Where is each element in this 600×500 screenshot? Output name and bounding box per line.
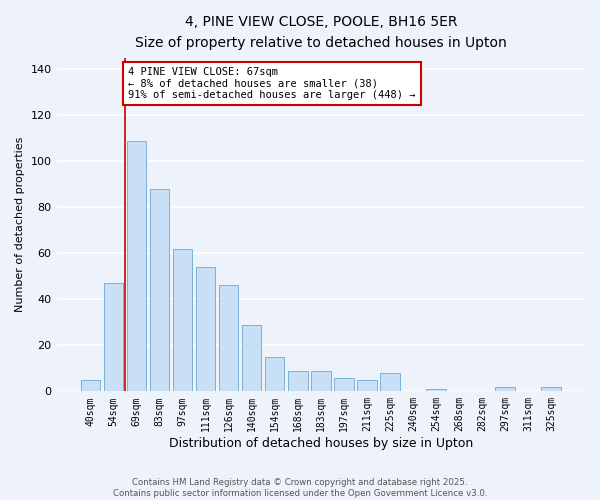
Bar: [357, 380, 377, 392]
Bar: [127, 140, 146, 392]
Text: 4 PINE VIEW CLOSE: 67sqm
← 8% of detached houses are smaller (38)
91% of semi-de: 4 PINE VIEW CLOSE: 67sqm ← 8% of detache…: [128, 67, 416, 100]
Bar: [288, 370, 308, 392]
Bar: [196, 267, 215, 392]
Bar: [80, 380, 100, 392]
Bar: [219, 286, 238, 392]
Bar: [496, 386, 515, 392]
Bar: [265, 357, 284, 392]
X-axis label: Distribution of detached houses by size in Upton: Distribution of detached houses by size …: [169, 437, 473, 450]
Bar: [149, 189, 169, 392]
Bar: [426, 389, 446, 392]
Bar: [242, 324, 262, 392]
Bar: [311, 370, 331, 392]
Title: 4, PINE VIEW CLOSE, POOLE, BH16 5ER
Size of property relative to detached houses: 4, PINE VIEW CLOSE, POOLE, BH16 5ER Size…: [135, 15, 506, 50]
Bar: [104, 283, 123, 392]
Y-axis label: Number of detached properties: Number of detached properties: [15, 137, 25, 312]
Bar: [173, 248, 193, 392]
Text: Contains HM Land Registry data © Crown copyright and database right 2025.
Contai: Contains HM Land Registry data © Crown c…: [113, 478, 487, 498]
Bar: [380, 373, 400, 392]
Bar: [541, 386, 561, 392]
Bar: [334, 378, 353, 392]
